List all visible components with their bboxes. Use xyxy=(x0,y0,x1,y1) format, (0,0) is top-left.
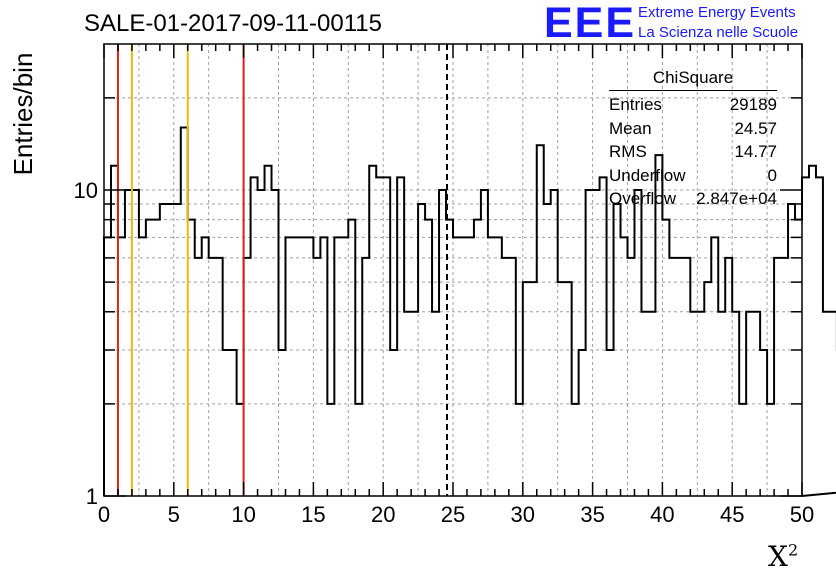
stats-row-overflow: Overflow 2.847e+04 xyxy=(609,189,777,208)
y-axis-label: Entries/bin xyxy=(8,52,38,176)
x-tick-label: 25 xyxy=(441,502,465,527)
y-tick-label: 1 xyxy=(86,484,98,509)
x-tick-label: 10 xyxy=(231,502,255,527)
x-axis-label: X2 xyxy=(768,540,799,573)
stats-row-entries: Entries 29189 xyxy=(609,95,777,114)
x-tick-label: 35 xyxy=(580,502,604,527)
org-name-line1: Extreme Energy Events xyxy=(638,4,796,21)
x-tick-label: 45 xyxy=(720,502,744,527)
stats-row-underflow: Underflow 0 xyxy=(609,165,777,185)
x-tick-label: 5 xyxy=(168,502,180,527)
x-tick-label: 0 xyxy=(98,502,110,527)
x-tick-label: 20 xyxy=(371,502,395,527)
reference-lines xyxy=(116,44,448,496)
stats-row-mean: Mean 24.57 xyxy=(609,118,777,138)
eee-logo: EEE xyxy=(544,0,637,47)
axis-ticks: 0 5 10 15 20 25 30 35 40 45 50 1 10 xyxy=(74,44,814,527)
x-tick-label: 15 xyxy=(301,502,325,527)
x-tick-label: 50 xyxy=(790,502,814,527)
stats-box: ChiSquare Entries 29189 Mean 24.57 RMS 14.7… xyxy=(609,68,777,211)
stats-row-rms: RMS 14.77 xyxy=(609,142,777,161)
histogram-bars xyxy=(103,126,836,497)
x-tick-label: 40 xyxy=(650,502,674,527)
y-tick-label: 10 xyxy=(74,178,98,203)
histogram-outline xyxy=(103,126,836,497)
org-name-line2: La Scienza nelle Scuole xyxy=(638,24,799,41)
x-tick-label: 30 xyxy=(511,502,535,527)
stats-box-title: ChiSquare xyxy=(609,68,777,91)
chart-title: SALE-01-2017-09-11-00115 xyxy=(84,10,382,37)
